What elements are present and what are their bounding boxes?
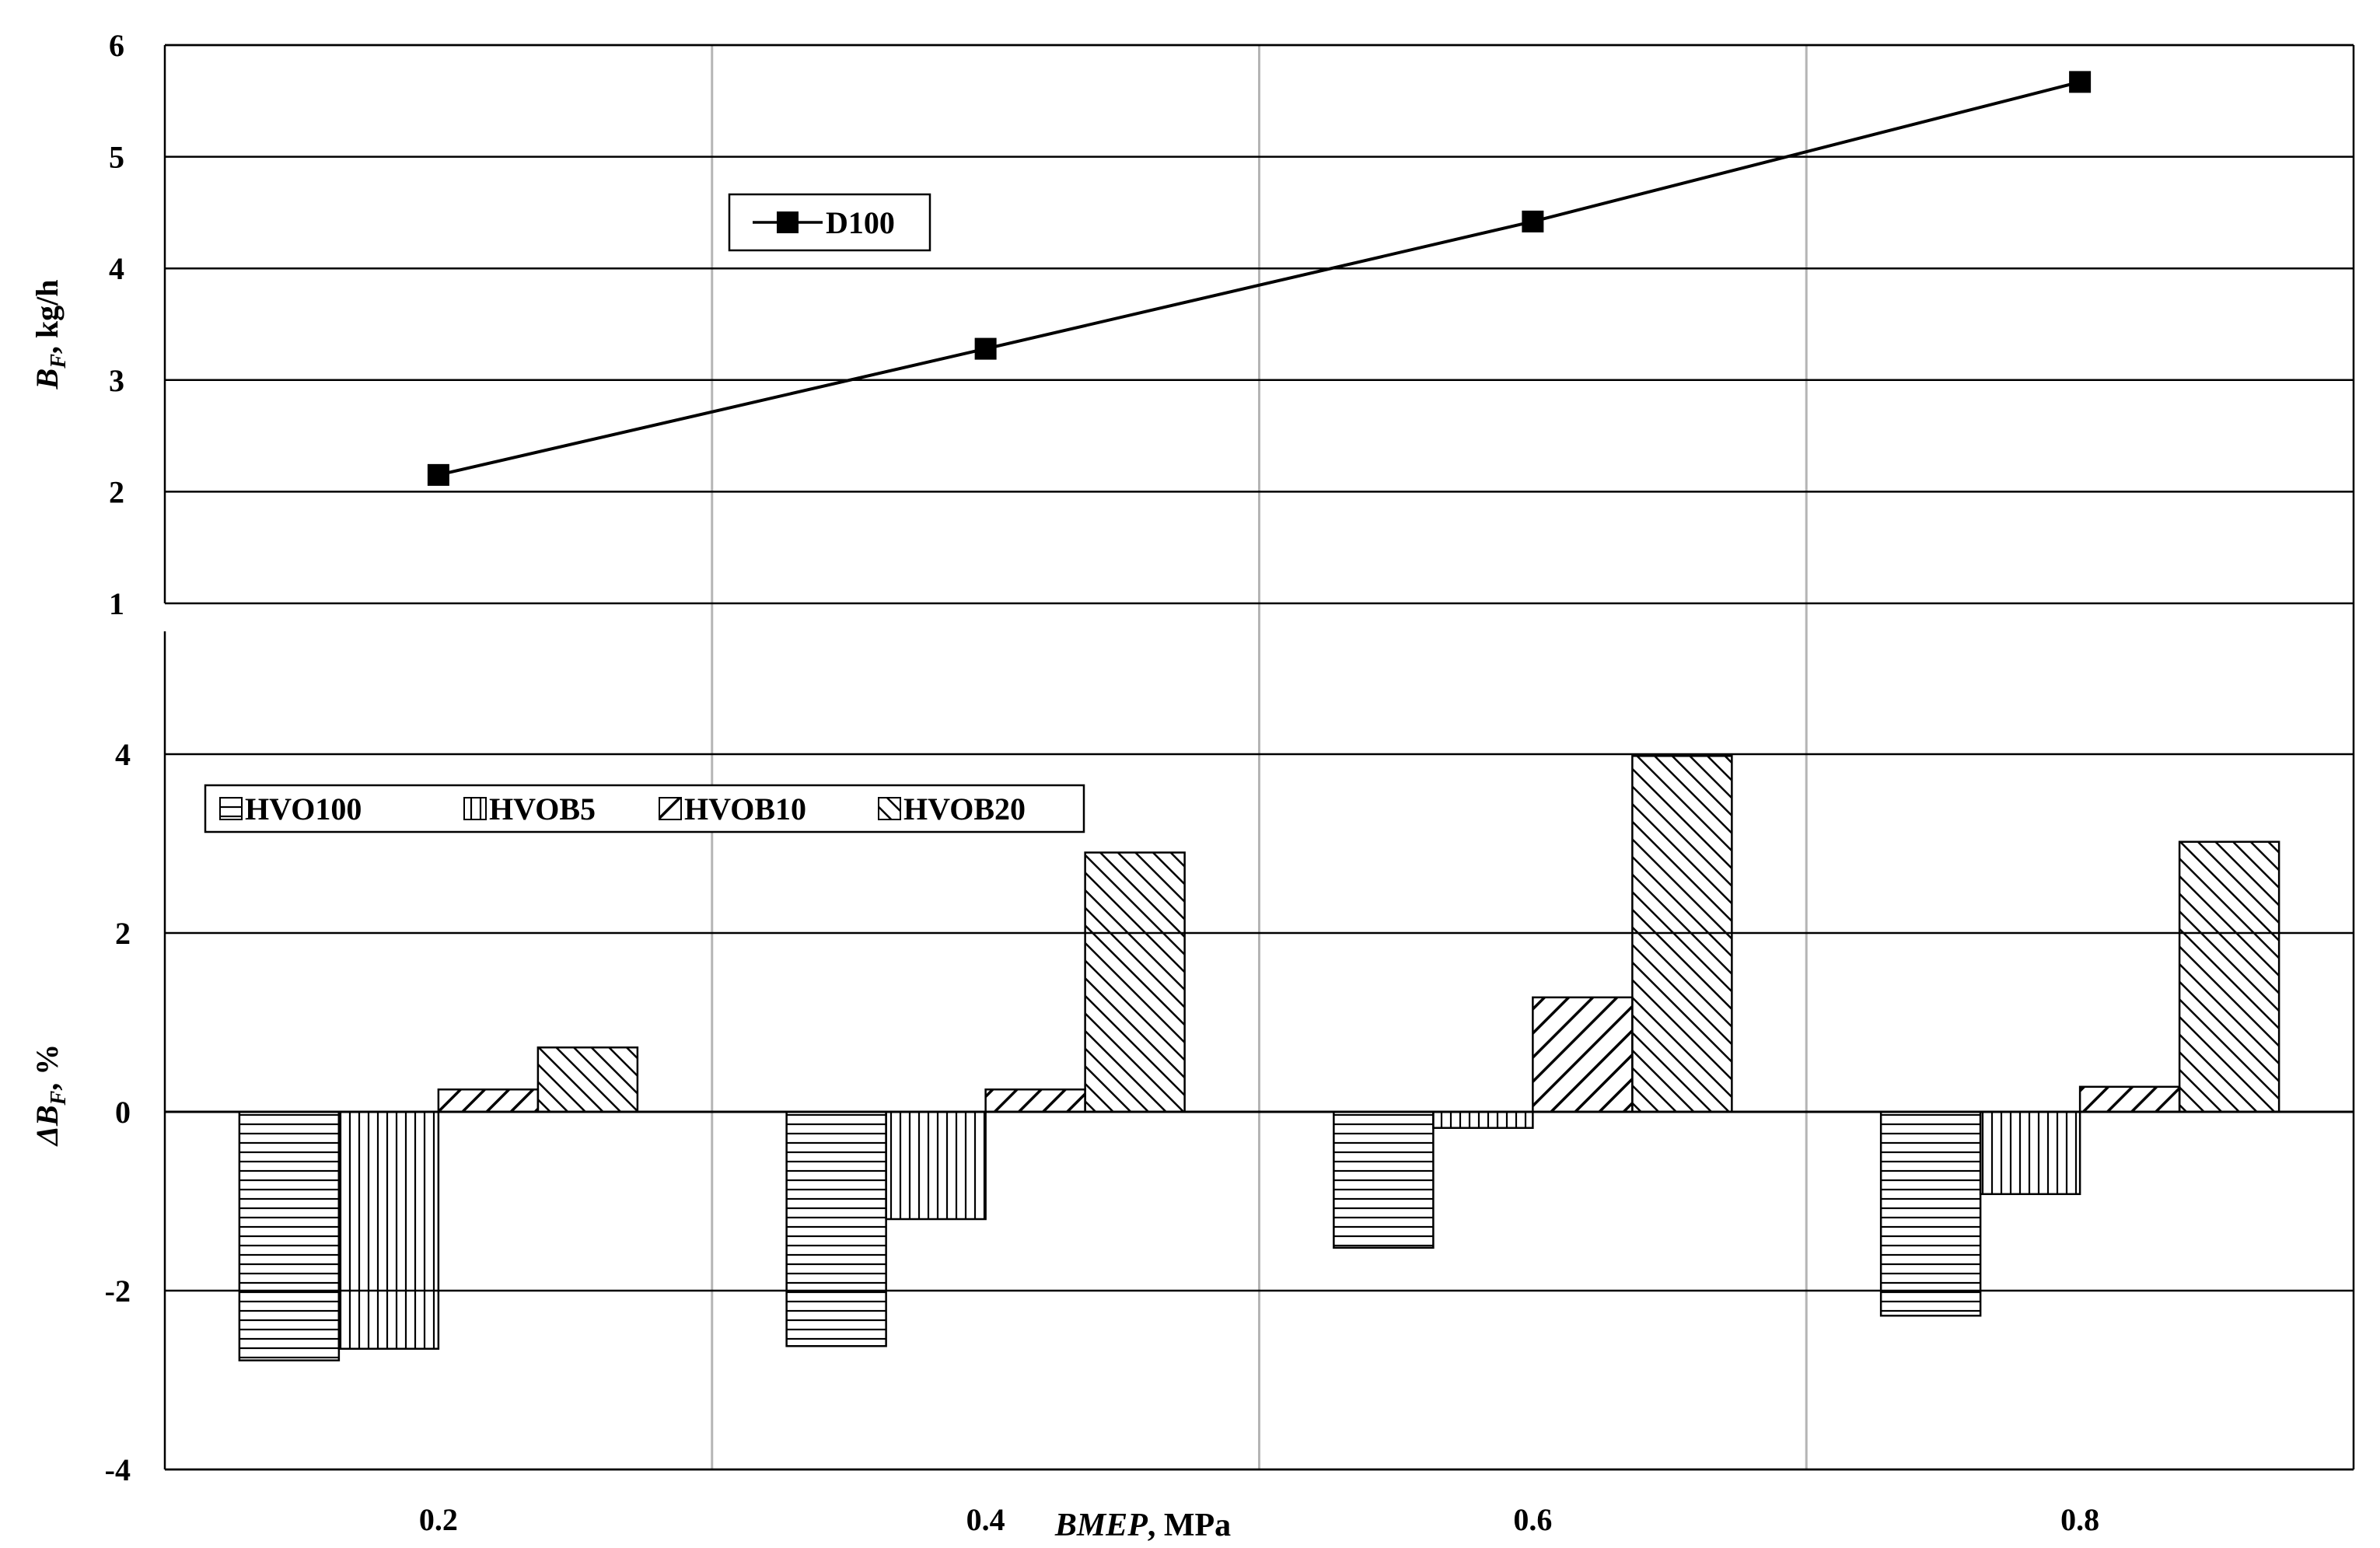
x-axis-label: BMEP, MPa [1054, 1508, 1231, 1543]
top-y-axis-label: BF, kg/h [30, 280, 71, 390]
bar-hvob20-0.8 [2178, 840, 2280, 1113]
bar-hvob10-0.2 [437, 1088, 540, 1113]
bar-hvob20-0.6 [1631, 755, 1733, 1113]
legend-hvob10-swatch [659, 797, 682, 820]
d100-line [438, 80, 2081, 477]
bottom-y-tick-label: -2 [105, 1274, 131, 1309]
legend-hvob10-label: HVOB10 [684, 791, 806, 826]
bottom-y-tick-label: 2 [115, 916, 131, 951]
legend-hvob5-label: HVOB5 [489, 791, 596, 826]
bottom-legend: HVO100 HVOB5 HVOB10 HVOB20 [204, 784, 1085, 833]
bar-hvo100-0.4 [785, 1110, 887, 1347]
top-legend: D100 [728, 193, 931, 252]
legend-d100-label: D100 [826, 205, 895, 240]
bar-hvo100-0.2 [238, 1110, 341, 1361]
bar-hvob10-0.8 [2078, 1085, 2181, 1113]
line-series-d100 [427, 71, 2092, 486]
bottom-y-tick-label: 4 [115, 737, 131, 772]
top-y-tick-label: 6 [109, 28, 124, 63]
plot-frames [163, 44, 2355, 1471]
tick-labels: 1 2 3 4 5 6 -4 -2 0 2 4 0.2 0.4 0.6 0.8 [105, 28, 2099, 1537]
top-y-tick-label: 4 [109, 251, 124, 286]
legend-hvo100-swatch [219, 797, 243, 820]
bottom-legend-box [204, 784, 1085, 833]
legend-d100-marker [777, 211, 799, 233]
bottom-y-axis-label: ΔBF, % [30, 1044, 71, 1147]
d100-marker-0.4 [974, 337, 997, 360]
bar-hvob20-0.2 [536, 1046, 639, 1113]
bar-hvob20-0.4 [1084, 851, 1186, 1113]
x-tick-label: 0.6 [1513, 1502, 1552, 1537]
legend-hvob20-label: HVOB20 [903, 791, 1026, 826]
bar-hvob5-0.4 [885, 1110, 987, 1221]
bar-hvob10-0.4 [984, 1088, 1086, 1113]
x-tick-label: 0.4 [966, 1502, 1005, 1537]
bar-hvo100-0.8 [1879, 1110, 1982, 1317]
bar-hvob10-0.6 [1532, 996, 1634, 1113]
top-y-tick-label: 5 [109, 140, 124, 175]
d100-marker-0.8 [2069, 71, 2092, 93]
bottom-y-tick-label: -4 [105, 1452, 131, 1487]
legend-hvob5-swatch [463, 797, 487, 820]
d100-marker-0.6 [1522, 210, 1544, 232]
legend-hvob20-swatch [878, 797, 901, 820]
bar-series [238, 755, 2280, 1361]
bar-hvob5-0.6 [1432, 1110, 1534, 1129]
bar-hvo100-0.6 [1333, 1110, 1435, 1249]
top-y-tick-label: 2 [109, 474, 124, 509]
legend-hvo100-label: HVO100 [245, 791, 362, 826]
x-tick-label: 0.8 [2060, 1502, 2099, 1537]
bar-hvob5-0.2 [337, 1110, 440, 1350]
bottom-y-tick-label: 0 [115, 1095, 131, 1130]
top-y-tick-label: 3 [109, 363, 124, 398]
bar-hvob5-0.8 [1979, 1110, 2081, 1196]
d100-marker-0.2 [427, 463, 449, 486]
top-y-tick-label: 1 [109, 586, 124, 621]
x-tick-label: 0.2 [419, 1502, 458, 1537]
top-plot-gridlines [165, 44, 2354, 1469]
